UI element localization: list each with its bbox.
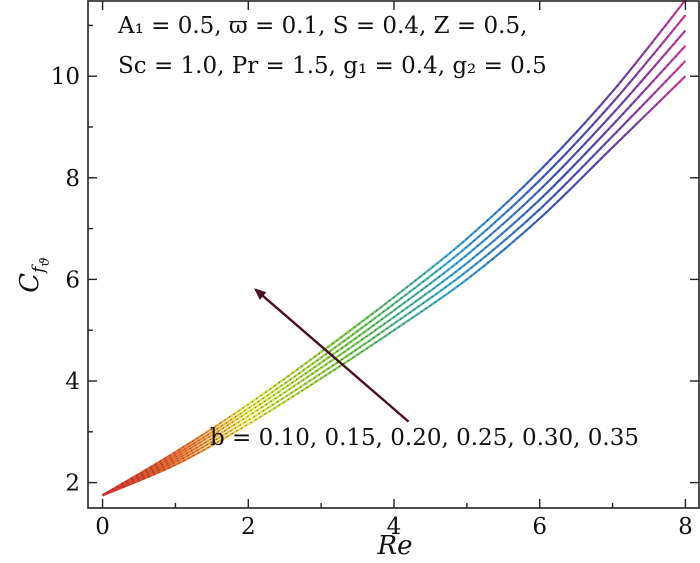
plot-frame xyxy=(87,0,700,509)
series-dots-6 xyxy=(102,0,686,496)
x-tick-label: 6 xyxy=(532,514,547,540)
trend-arrow xyxy=(254,288,410,423)
y-axis-title-subsub: ϑ xyxy=(38,257,53,266)
x-tick-label: 0 xyxy=(95,514,110,540)
parameters-line-2: Sc = 1.0, Pr = 1.5, g₁ = 0.4, g₂ = 0.5 xyxy=(118,53,547,79)
series-group xyxy=(102,0,687,497)
series-dots-5 xyxy=(102,14,686,496)
parameters-line-1: A₁ = 0.5, ϖ = 0.1, S = 0.4, Z = 0.5, xyxy=(117,13,527,39)
series-line-2 xyxy=(102,60,687,497)
y-axis-title-sub: f xyxy=(29,264,49,275)
x-tick-label: 4 xyxy=(387,514,402,540)
arrow-label: b = 0.10, 0.15, 0.20, 0.25, 0.30, 0.35 xyxy=(210,425,639,451)
svg-text:Cfϑ: Cfϑ xyxy=(15,257,53,293)
y-axis-title-main: C xyxy=(15,273,45,293)
series-dots-4 xyxy=(102,30,686,496)
y-axis-title: Cfϑ xyxy=(15,257,53,293)
x-axis-title: Re xyxy=(377,531,413,561)
y-tick-label: 6 xyxy=(65,267,80,293)
series-dots-3 xyxy=(102,45,686,496)
y-tick-label: 2 xyxy=(65,471,80,497)
y-tick-label: 8 xyxy=(65,166,80,192)
series-line-1 xyxy=(102,75,687,497)
series-line-5 xyxy=(102,14,687,497)
x-tick-label: 2 xyxy=(241,514,256,540)
y-tick-label: 10 xyxy=(51,64,80,90)
y-tick-label: 4 xyxy=(65,369,80,395)
x-tick-label: 8 xyxy=(678,514,693,540)
